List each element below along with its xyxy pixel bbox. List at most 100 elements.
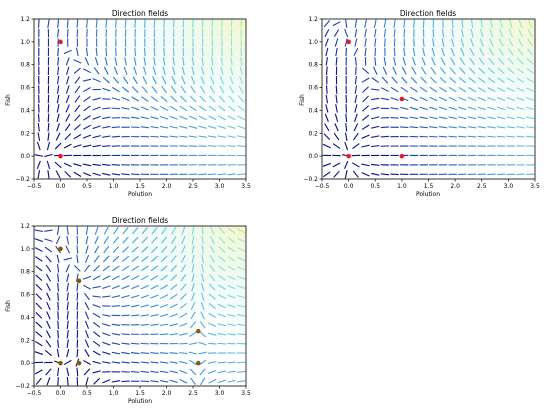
quiver-arrow — [82, 172, 92, 177]
x-tick-label: 0.5 — [82, 390, 92, 397]
quiver-arrow — [57, 273, 60, 282]
quiver-arrow — [419, 86, 428, 93]
y-tick-label: 0.6 — [20, 292, 30, 299]
equilibrium-point — [346, 153, 351, 159]
quiver-arrow — [236, 145, 246, 147]
quiver-arrow — [83, 105, 91, 112]
quiver-arrow — [35, 274, 43, 281]
quiver-arrow — [201, 226, 204, 235]
x-tick-label: 0.0 — [56, 183, 66, 190]
quiver-arrow — [344, 170, 348, 179]
y-tick-label: 1.0 — [308, 39, 318, 46]
quiver-arrow — [496, 106, 506, 111]
quiver-arrow — [498, 38, 504, 47]
quiver-arrow — [335, 85, 338, 94]
quiver-arrow — [431, 57, 436, 66]
quiver-arrow — [122, 227, 129, 235]
quiver-arrow — [113, 226, 119, 235]
quiver-arrow — [92, 275, 101, 281]
quiver-arrow — [238, 95, 245, 103]
quiver-arrow — [525, 135, 535, 138]
quiver-arrow — [57, 66, 60, 75]
quiver-arrow — [209, 255, 215, 263]
quiver-arrow — [373, 28, 377, 38]
chart-panel-3: Direction fields Polution Fish −0.5 0.0 0.… — [5, 216, 251, 405]
quiver-arrow — [210, 66, 214, 75]
quiver-arrow — [201, 66, 205, 75]
quiver-arrow — [112, 265, 120, 272]
quiver-arrow — [438, 116, 448, 120]
quiver-arrow — [208, 361, 217, 364]
quiver-arrow — [130, 116, 140, 120]
quiver-arrow — [55, 245, 62, 254]
quiver-arrow — [102, 314, 111, 317]
quiver-arrow — [143, 19, 146, 28]
quiver-arrow — [221, 47, 223, 57]
quiver-arrow — [451, 28, 454, 38]
quiver-arrow — [131, 236, 139, 244]
x-tick-label: 3.5 — [241, 390, 251, 397]
quiver-arrow — [150, 265, 159, 272]
quiver-arrow — [219, 85, 225, 94]
quiver-arrow — [83, 96, 91, 102]
quiver-arrow — [237, 285, 246, 289]
quiver-arrow — [526, 77, 535, 83]
quiver-arrow — [141, 236, 149, 244]
quiver-arrow — [83, 359, 91, 365]
quiver-arrow — [92, 97, 101, 101]
quiver-arrow — [335, 57, 338, 66]
quiver-arrow — [361, 144, 370, 148]
quiver-arrow — [489, 19, 493, 28]
quiver-arrow — [448, 135, 457, 138]
quiver-arrow — [63, 143, 72, 149]
quiver-arrow — [227, 361, 236, 364]
plot-area: −0.5 0.0 0.5 1.0 1.5 2.0 2.5 3.0 3.5 −0.2 0.0 0.2 0.… — [15, 16, 251, 190]
chart-panel-2: Direction fields Polution Fish −0.5 0.0 0.… — [299, 9, 540, 198]
y-axis-label: Fish — [5, 94, 12, 106]
quiver-arrow — [380, 97, 390, 101]
quiver-arrow — [220, 66, 224, 75]
quiver-arrow — [76, 292, 79, 301]
quiver-arrow — [208, 303, 216, 309]
quiver-arrow — [63, 359, 72, 366]
quiver-arrow — [105, 19, 108, 28]
quiver-arrow — [201, 19, 204, 28]
quiver-arrow — [218, 95, 226, 103]
quiver-arrow — [371, 125, 380, 129]
quiver-arrow — [526, 58, 534, 65]
quiver-arrow — [480, 28, 484, 38]
quiver-arrow — [180, 293, 187, 300]
quiver-arrow — [35, 283, 43, 291]
quiver-arrow — [236, 323, 246, 326]
quiver-arrow — [170, 264, 177, 272]
quiver-arrow — [525, 116, 535, 120]
quiver-arrow — [217, 294, 226, 300]
quiver-arrow — [140, 116, 150, 120]
quiver-arrow — [66, 339, 69, 348]
quiver-arrow — [65, 113, 71, 122]
quiver-arrow — [352, 162, 360, 168]
quiver-arrow — [362, 67, 370, 74]
y-tick-label: 1.2 — [20, 16, 30, 23]
quiver-arrow — [499, 28, 504, 38]
quiver-arrow — [65, 66, 70, 75]
quiver-arrow — [111, 275, 120, 281]
quiver-arrow — [488, 57, 495, 65]
equilibrium-point — [58, 246, 63, 252]
quiver-arrow — [159, 370, 169, 374]
quiver-arrow — [160, 105, 169, 111]
quiver-arrow — [35, 302, 43, 310]
quiver-arrow — [36, 160, 41, 169]
quiver-arrow — [46, 320, 51, 329]
quiver-arrow — [38, 19, 40, 28]
quiver-arrow — [179, 125, 188, 129]
quiver-arrow — [179, 369, 188, 374]
quiver-arrow — [76, 254, 79, 264]
quiver-arrow — [132, 76, 138, 85]
quiver-arrow — [362, 105, 370, 112]
quiver-arrow — [199, 331, 207, 338]
quiver-arrow — [354, 75, 357, 85]
quiver-arrow — [74, 95, 81, 103]
quiver-arrow — [131, 86, 139, 93]
quiver-arrow — [201, 254, 204, 264]
